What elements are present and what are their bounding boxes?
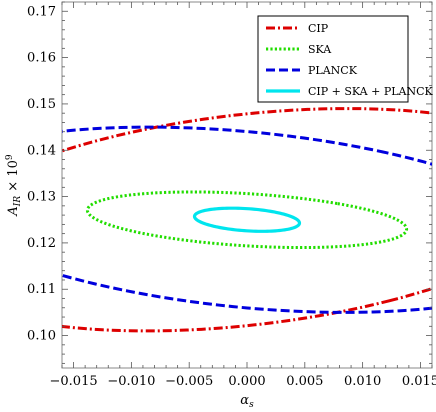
y-axis-title: AIR × 109 [5,154,23,216]
legend: CIP SKA PLANCK CIP + SKA + PLANCK [257,15,434,103]
contour-cip [62,107,432,333]
contour-ellipses [62,107,432,333]
y-tick-label: 0.15 [27,97,56,112]
x-tick-label: −0.005 [165,374,213,389]
y-tick-label: 0.14 [27,143,56,158]
legend-label: PLANCK [308,64,358,77]
legend-label: CIP + SKA + PLANCK [308,85,434,98]
y-tick-label: 0.12 [27,236,56,251]
contour-ska [85,190,409,250]
contour-cip-ska-planck [192,206,302,233]
x-tick-label: −0.010 [107,374,155,389]
x-tick-label: −0.015 [50,374,98,389]
legend-box [257,15,409,103]
y-tick-label: 0.11 [27,282,56,297]
y-tick-label: 0.16 [27,51,56,66]
x-tick-label: 0.005 [286,374,323,389]
contour-planck [62,125,432,314]
x-tick-label: 0.015 [402,374,436,389]
x-axis-ticks: −0.015 −0.010 −0.005 0.000 0.005 0.010 0.015 [50,2,436,389]
x-tick-label: 0.010 [344,374,381,389]
legend-label: SKA [308,43,332,56]
y-tick-label: 0.13 [27,190,56,205]
y-axis-ticks: 0.10 0.11 0.12 0.13 0.14 0.15 0.16 0.17 [27,1,432,364]
x-axis-title: αs [240,393,254,410]
y-tick-label: 0.10 [27,329,56,344]
y-tick-label: 0.17 [27,4,56,19]
x-tick-label: 0.000 [228,374,265,389]
legend-label: CIP [308,22,329,35]
